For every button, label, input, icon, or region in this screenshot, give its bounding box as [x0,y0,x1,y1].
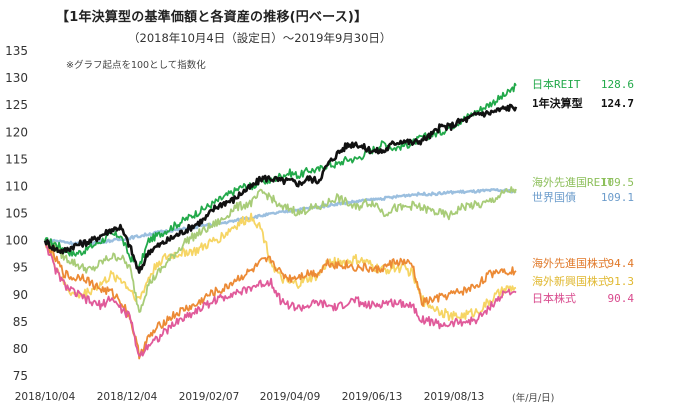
x-tick-label: 2019/08/13 [424,391,485,403]
x-tick-label: 2018/12/04 [97,391,158,403]
y-tick-label: 110 [5,179,28,193]
legend-value: 124.7 [601,97,634,110]
series-line [44,186,517,313]
y-tick-label: 135 [5,44,28,58]
legend-label: 1年決算型 [532,96,583,110]
series-line [44,188,517,246]
legend-value: 91.3 [608,275,635,288]
y-tick-label: 100 [5,234,28,248]
x-tick-label: 2019/02/07 [179,391,240,403]
x-tick-label: 2019/06/13 [342,391,403,403]
legend-label: 海外先進国REIT [532,175,614,189]
x-axis-unit: (年/月/日) [512,392,554,404]
y-tick-label: 115 [5,152,28,166]
legend-value: 109.1 [601,191,634,204]
x-axis: 2018/10/04 2018/12/04 2019/02/07 2019/04/09… [15,391,485,403]
legend-label: 海外先進国株式 [532,256,609,270]
x-tick-label: 2018/10/04 [15,391,76,403]
y-tick-label: 105 [5,207,28,221]
chart-title: 【1年決算型の基準価額と各資産の推移(円ベース)】 [56,10,368,25]
series-line [43,103,518,274]
legend-value: 94.4 [608,257,635,270]
chart-note: ※グラフ起点を100として指数化 [66,60,206,71]
legend-label: 日本株式 [532,291,576,305]
series-lines [43,82,518,360]
x-tick-label: 2019/04/09 [260,391,321,403]
legend-label: 世界国債 [532,190,576,204]
chart-subtitle: （2018年10月4日（設定日）～2019年9月30日） [128,31,392,45]
y-tick-label: 85 [13,315,28,329]
series-line [44,240,517,357]
y-tick-label: 75 [13,369,28,383]
y-tick-label: 90 [13,288,28,302]
series-line [44,82,517,271]
y-tick-label: 130 [5,71,28,85]
y-tick-label: 125 [5,98,28,112]
legend-label: 海外新興国株式 [532,274,609,288]
legend-value: 109.5 [601,176,634,189]
legend-value: 128.6 [601,78,634,91]
y-tick-label: 95 [13,261,28,275]
y-tick-label: 120 [5,125,28,139]
y-axis: 75 80 85 90 95 100 105 110 115 120 125 130 135 [5,44,28,383]
legend-label: 日本REIT [532,77,581,91]
legend-value: 90.4 [608,292,635,305]
series-line [44,212,517,321]
y-tick-label: 80 [13,342,28,356]
